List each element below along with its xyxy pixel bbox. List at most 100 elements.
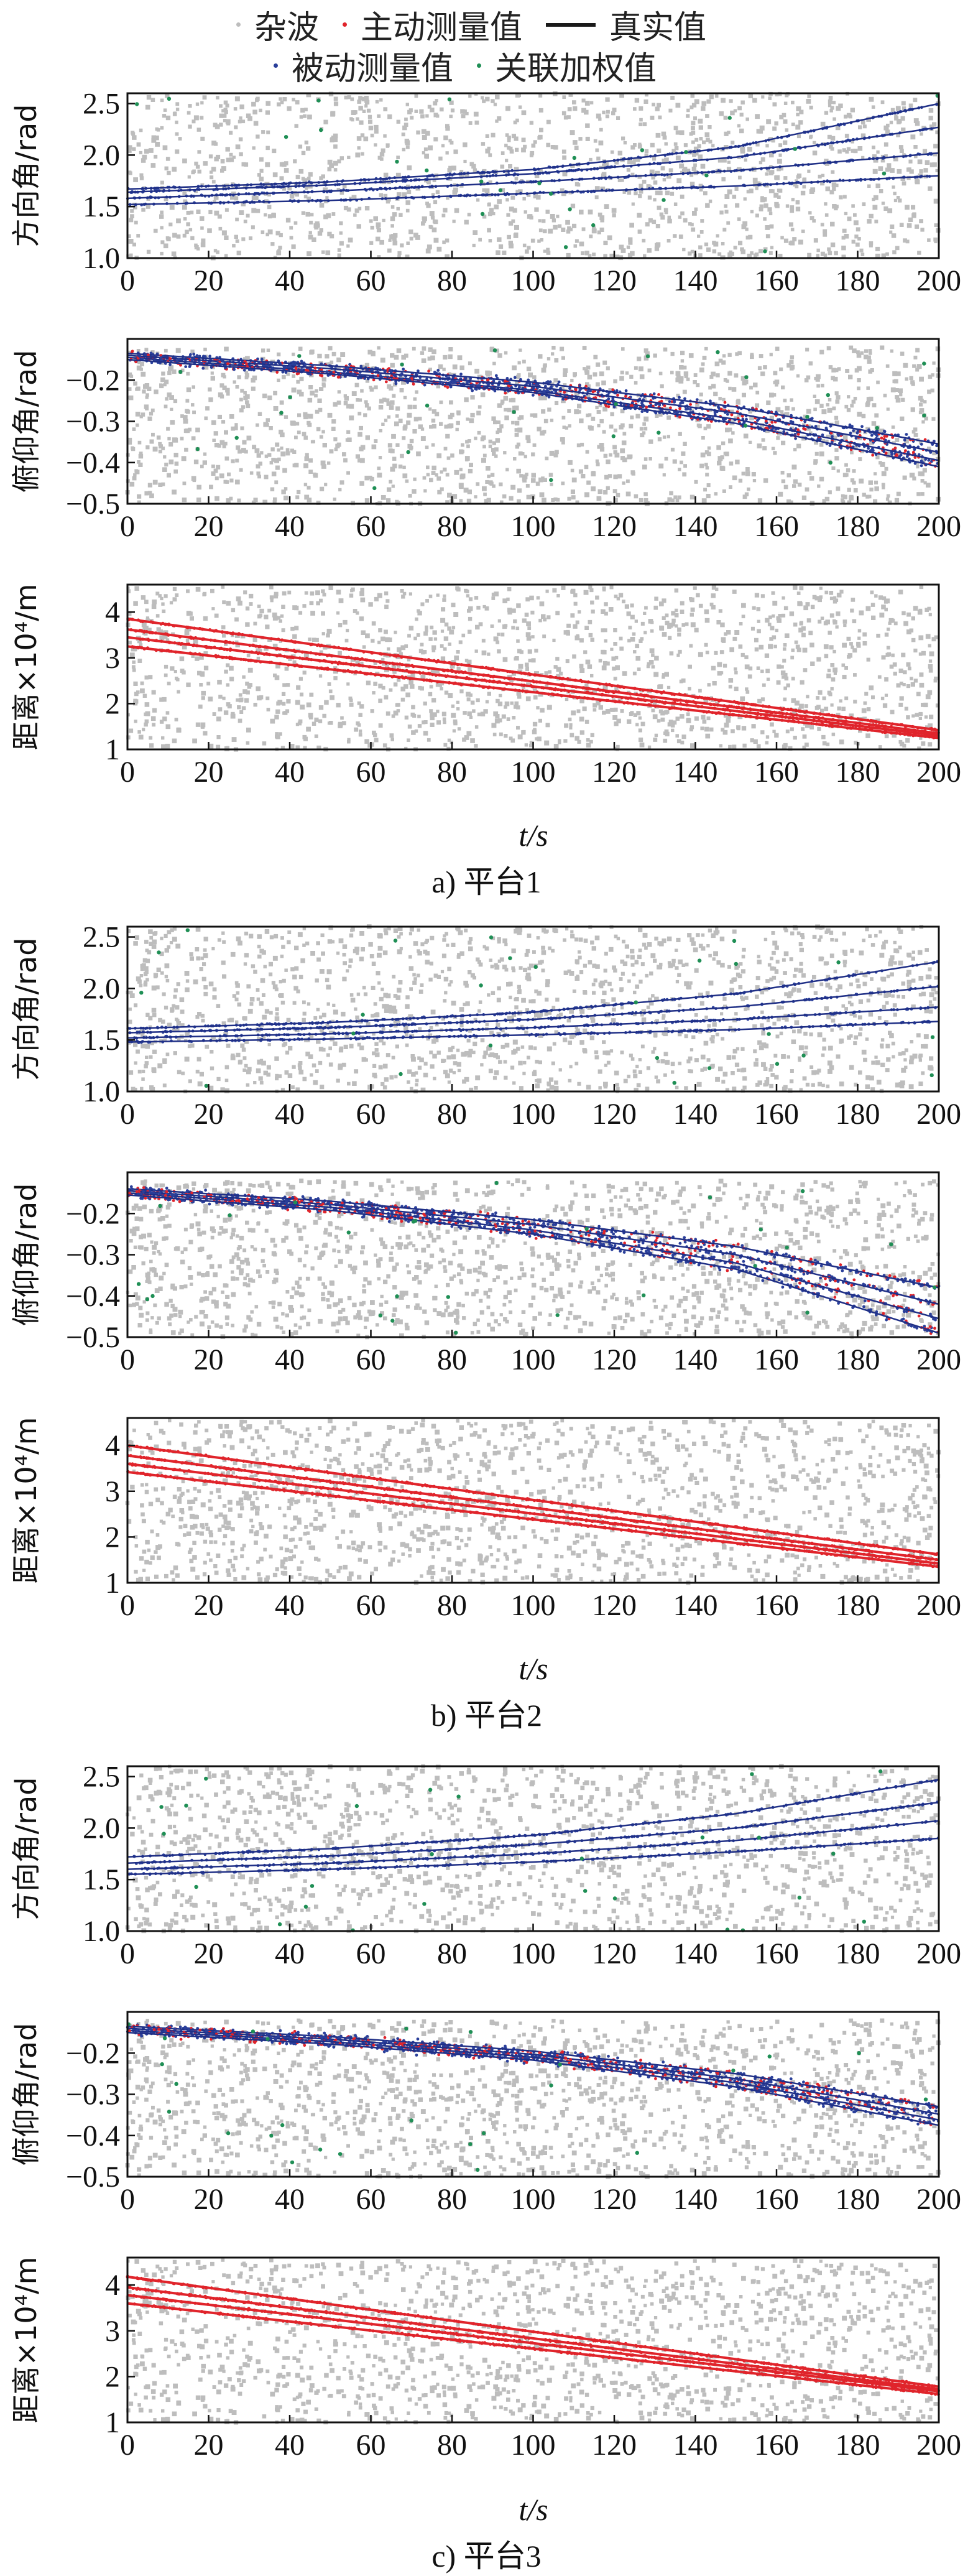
clutter-point [683,442,687,447]
clutter-point [768,170,773,175]
clutter-point [704,463,708,466]
clutter-point [798,239,803,244]
clutter-point [725,428,730,433]
clutter-point [874,486,879,491]
clutter-point [328,346,333,350]
clutter-point [391,205,395,209]
clutter-point [223,445,226,448]
clutter-point [265,110,270,114]
clutter-point [366,435,370,440]
clutter-point [303,463,308,468]
clutter-point [616,493,620,498]
clutter-point [915,225,919,229]
clutter-point [721,98,726,103]
clutter-point [522,110,527,115]
clutter-point [159,384,164,388]
clutter-point [474,112,479,117]
clutter-points [126,346,941,506]
clutter-point [921,492,925,496]
clutter-point [824,111,828,114]
passive-measurement-point [669,406,672,409]
clutter-point [914,433,918,437]
clutter-point [273,391,277,396]
clutter-point [260,451,263,454]
clutter-point [245,401,249,405]
clutter-point [899,145,903,149]
clutter-point [681,452,685,456]
x-tick-label: 200 [916,264,961,297]
clutter-point [642,422,646,426]
clutter-point [616,116,620,120]
clutter-point [170,420,175,425]
clutter-point [703,191,708,195]
clutter-point [163,455,166,458]
clutter-point [579,210,584,215]
clutter-point [419,109,423,114]
clutter-point [160,252,164,256]
clutter-point [440,401,443,404]
clutter-point [676,155,681,160]
clutter-point [572,478,577,483]
clutter-point [276,251,281,256]
clutter-point [299,377,303,381]
clutter-point [284,161,288,165]
clutter-point [458,355,463,360]
clutter-point [128,149,132,153]
clutter-point [854,149,858,153]
clutter-point [673,460,677,464]
passive-measurement-point [385,381,388,384]
clutter-point [134,221,138,225]
clutter-point [277,379,280,382]
clutter-point [200,216,205,221]
clutter-point [390,401,394,405]
clutter-point [898,388,903,393]
clutter-point [864,354,868,359]
clutter-point [613,489,617,493]
clutter-point [233,381,236,384]
clutter-point [405,200,410,205]
clutter-point [164,380,168,384]
clutter-point [785,406,790,410]
clutter-point [570,379,573,382]
passive-measurement-point [459,373,463,376]
clutter-point [722,354,726,357]
passive-measurement-point [506,387,509,390]
clutter-point [310,213,314,216]
clutter-point [145,396,149,399]
clutter-point [716,373,720,378]
clutter-point [511,220,515,223]
clutter-point [665,457,668,461]
clutter-point [357,432,362,437]
clutter-point [195,428,200,433]
clutter-point [200,137,205,141]
clutter-point [537,427,541,431]
clutter-point [816,384,820,388]
clutter-point [571,495,576,499]
clutter-point [701,101,706,106]
clutter-point [359,481,364,486]
clutter-point [740,113,744,116]
clutter-point [745,471,750,476]
clutter-point [325,251,330,256]
clutter-point [397,348,402,353]
clutter-point [783,141,787,145]
clutter-point [564,116,568,120]
clutter-point [188,175,191,178]
passive-measurement-point [477,384,480,387]
clutter-point [831,466,835,470]
passive-measurement-point [624,395,627,398]
clutter-point [923,149,927,154]
clutter-point [180,414,184,418]
clutter-point [729,461,734,466]
clutter-point [766,401,770,405]
clutter-point [485,97,489,101]
clutter-point [147,250,150,254]
clutter-point [408,405,413,410]
clutter-point [579,242,584,247]
clutter-point [412,489,417,494]
clutter-point [879,189,883,193]
clutter-point [589,426,594,431]
clutter-point [229,157,234,162]
clutter-point [173,112,177,116]
clutter-point [465,456,470,461]
